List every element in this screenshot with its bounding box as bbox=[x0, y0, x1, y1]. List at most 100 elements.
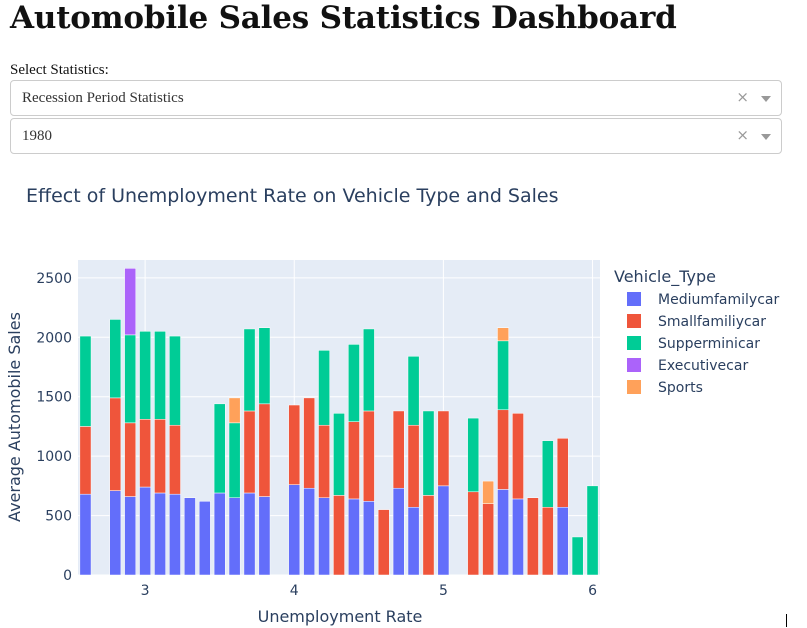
bar-segment bbox=[124, 334, 137, 424]
y-tick-label: 1500 bbox=[36, 390, 72, 406]
bar-segment bbox=[258, 403, 271, 497]
bar-segment bbox=[258, 496, 271, 576]
bar-segment bbox=[228, 497, 241, 576]
bar-segment bbox=[527, 497, 539, 576]
y-axis-label: Average Automobile Sales bbox=[5, 312, 24, 522]
bar-segment bbox=[497, 489, 509, 576]
bar-segment bbox=[467, 491, 480, 576]
bar-segment bbox=[362, 501, 375, 576]
bar-segment bbox=[124, 496, 137, 576]
bar-chart: Effect of Unemployment Rate on Vehicle T… bbox=[5, 185, 779, 626]
bar-segment bbox=[318, 497, 330, 576]
bar-segment bbox=[303, 397, 316, 489]
bar-segment bbox=[124, 422, 137, 497]
bar-segment bbox=[392, 487, 405, 576]
bar-segment bbox=[482, 503, 494, 576]
bar-segment bbox=[318, 424, 330, 498]
bar-segment bbox=[541, 440, 554, 508]
x-tick-label: 4 bbox=[290, 583, 299, 599]
bar-segment bbox=[348, 421, 360, 500]
bar-segment bbox=[109, 319, 122, 399]
x-tick-label: 5 bbox=[439, 583, 448, 599]
legend-entry: Smallfamiliycar bbox=[658, 314, 766, 330]
y-tick-label: 0 bbox=[63, 568, 72, 584]
x-tick-label: 6 bbox=[588, 583, 597, 599]
bar-segment bbox=[139, 419, 151, 488]
bar-segment bbox=[422, 495, 435, 576]
bar-segment bbox=[154, 331, 166, 420]
bar-segment bbox=[497, 409, 509, 490]
bar-segment bbox=[139, 331, 151, 420]
bar-segment bbox=[497, 327, 509, 342]
bar-segment bbox=[79, 493, 92, 576]
y-axis-ticks: 0 500 1000 1500 2000 2500 bbox=[36, 271, 72, 584]
bar-segment bbox=[79, 426, 92, 495]
legend-entry: Executivecar bbox=[658, 358, 748, 374]
bar-segment bbox=[348, 344, 360, 422]
bar-segment bbox=[213, 492, 226, 576]
bar-segment bbox=[437, 485, 450, 576]
x-axis-label: Unemployment Rate bbox=[258, 607, 423, 626]
bar-segment bbox=[333, 495, 345, 576]
bar-segment bbox=[258, 327, 271, 405]
bar-segment bbox=[362, 328, 375, 412]
legend-swatch bbox=[627, 314, 641, 328]
bar-segment bbox=[243, 492, 256, 576]
bar-segment bbox=[228, 422, 241, 498]
chevron-down-icon[interactable] bbox=[761, 134, 771, 140]
bar-segment bbox=[303, 487, 316, 576]
bar-segment bbox=[407, 506, 420, 576]
year-dropdown[interactable]: 1980 × bbox=[10, 118, 782, 154]
bar-segment bbox=[512, 498, 524, 576]
statistics-dropdown[interactable]: Recession Period Statistics × bbox=[10, 80, 782, 116]
legend-entry: Supperminicar bbox=[658, 336, 760, 352]
bar-segment bbox=[154, 492, 166, 576]
x-tick-label: 3 bbox=[141, 583, 150, 599]
bar-segment bbox=[79, 335, 92, 427]
legend-swatch bbox=[627, 380, 641, 394]
bar-segment bbox=[571, 536, 584, 576]
text-cursor bbox=[786, 614, 787, 627]
chart-title: Effect of Unemployment Rate on Vehicle T… bbox=[26, 185, 559, 207]
bar-segment bbox=[407, 424, 420, 508]
bar-segment bbox=[243, 328, 256, 412]
legend-swatch bbox=[627, 292, 641, 306]
bar-segment bbox=[109, 397, 122, 491]
y-tick-label: 1000 bbox=[36, 449, 72, 465]
bar-segment bbox=[586, 485, 599, 576]
bar-segment bbox=[288, 484, 301, 576]
bar-segment bbox=[288, 404, 301, 485]
bar-segment bbox=[213, 403, 226, 494]
bar-segment bbox=[437, 410, 450, 487]
bar-segment bbox=[169, 335, 181, 426]
bar-segment bbox=[512, 413, 524, 500]
clear-icon[interactable]: × bbox=[736, 88, 749, 106]
bar-segment bbox=[198, 501, 211, 576]
legend-swatch bbox=[627, 358, 641, 372]
bar-segment bbox=[124, 268, 137, 336]
y-tick-label: 2500 bbox=[36, 271, 72, 287]
chevron-down-icon[interactable] bbox=[761, 96, 771, 102]
bar-segment bbox=[556, 438, 569, 508]
bar-segment bbox=[377, 509, 390, 576]
bar-segment bbox=[169, 493, 181, 576]
bar-segment bbox=[348, 498, 360, 576]
year-dropdown-value: 1980 bbox=[22, 128, 52, 144]
legend-title: Vehicle_Type bbox=[614, 267, 716, 287]
bar-segment bbox=[497, 340, 509, 411]
bars bbox=[79, 268, 599, 576]
bar-segment bbox=[318, 350, 330, 426]
bar-segment bbox=[482, 480, 494, 504]
bar-segment bbox=[169, 424, 181, 495]
select-statistics-label: Select Statistics: bbox=[10, 62, 109, 78]
bar-segment bbox=[243, 410, 256, 494]
bar-segment bbox=[407, 356, 420, 426]
statistics-dropdown-value: Recession Period Statistics bbox=[22, 90, 184, 106]
legend-entry: Mediumfamilycar bbox=[658, 292, 779, 308]
legend: Vehicle_Type Mediumfamilycar Smallfamiliy… bbox=[614, 267, 779, 396]
bar-segment bbox=[139, 486, 151, 576]
legend-entry: Sports bbox=[658, 380, 703, 396]
bar-segment bbox=[184, 497, 196, 576]
clear-icon[interactable]: × bbox=[736, 126, 749, 144]
bar-segment bbox=[109, 490, 122, 576]
